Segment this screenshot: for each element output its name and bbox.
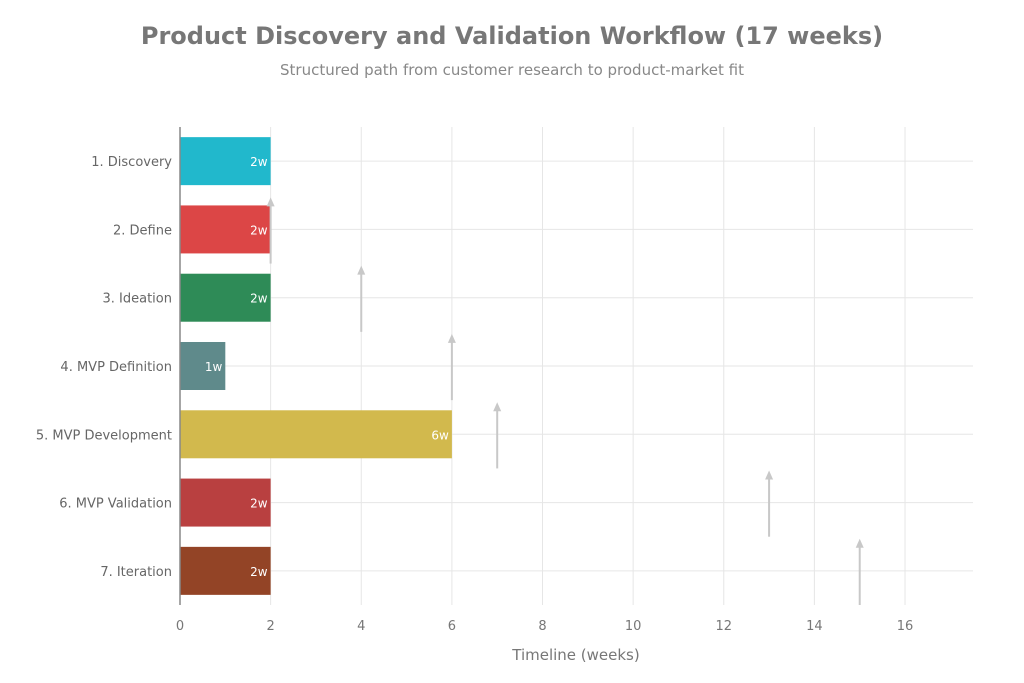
arrow-head-icon <box>266 197 275 207</box>
x-tick-label: 12 <box>715 619 732 634</box>
bar-data-label: 2w <box>250 223 268 237</box>
bar <box>180 546 271 595</box>
bar <box>180 410 452 459</box>
y-tick-label: 3. Ideation <box>103 292 173 307</box>
chart-subtitle: Structured path from customer research t… <box>280 61 744 79</box>
arrow-head-icon <box>765 470 774 480</box>
x-tick-label: 0 <box>176 619 184 634</box>
bar <box>180 273 271 322</box>
arrow-head-icon <box>447 333 456 343</box>
y-tick-label: 1. Discovery <box>91 155 172 170</box>
bar-data-label: 2w <box>250 565 268 579</box>
bar-data-label: 6w <box>431 428 449 442</box>
x-tick-label: 4 <box>357 619 365 634</box>
y-tick-label: 5. MVP Development <box>36 428 172 443</box>
x-tick-label: 10 <box>625 619 642 634</box>
bar-data-label: 1w <box>205 360 223 374</box>
y-tick-label: 2. Define <box>113 223 172 238</box>
x-tick-label: 8 <box>538 619 546 634</box>
y-tick-label: 4. MVP Definition <box>60 360 172 375</box>
x-tick-label: 6 <box>448 619 456 634</box>
arrow-head-icon <box>493 402 502 412</box>
x-tick-label: 16 <box>897 619 914 634</box>
bar <box>180 478 271 527</box>
bar-data-label: 2w <box>250 497 268 511</box>
bar <box>180 137 271 186</box>
bar-data-label: 2w <box>250 155 268 169</box>
x-axis-label: Timeline (weeks) <box>511 646 639 664</box>
x-tick-label: 14 <box>806 619 823 634</box>
bar-data-label: 2w <box>250 292 268 306</box>
arrow-head-icon <box>855 538 864 548</box>
bar <box>180 205 271 254</box>
bar <box>180 342 226 390</box>
arrow-head-icon <box>357 265 366 275</box>
chart-title: Product Discovery and Validation Workflo… <box>141 22 883 50</box>
y-tick-label: 7. Iteration <box>100 565 172 580</box>
y-tick-label: 6. MVP Validation <box>59 497 172 512</box>
x-tick-label: 2 <box>266 619 274 634</box>
